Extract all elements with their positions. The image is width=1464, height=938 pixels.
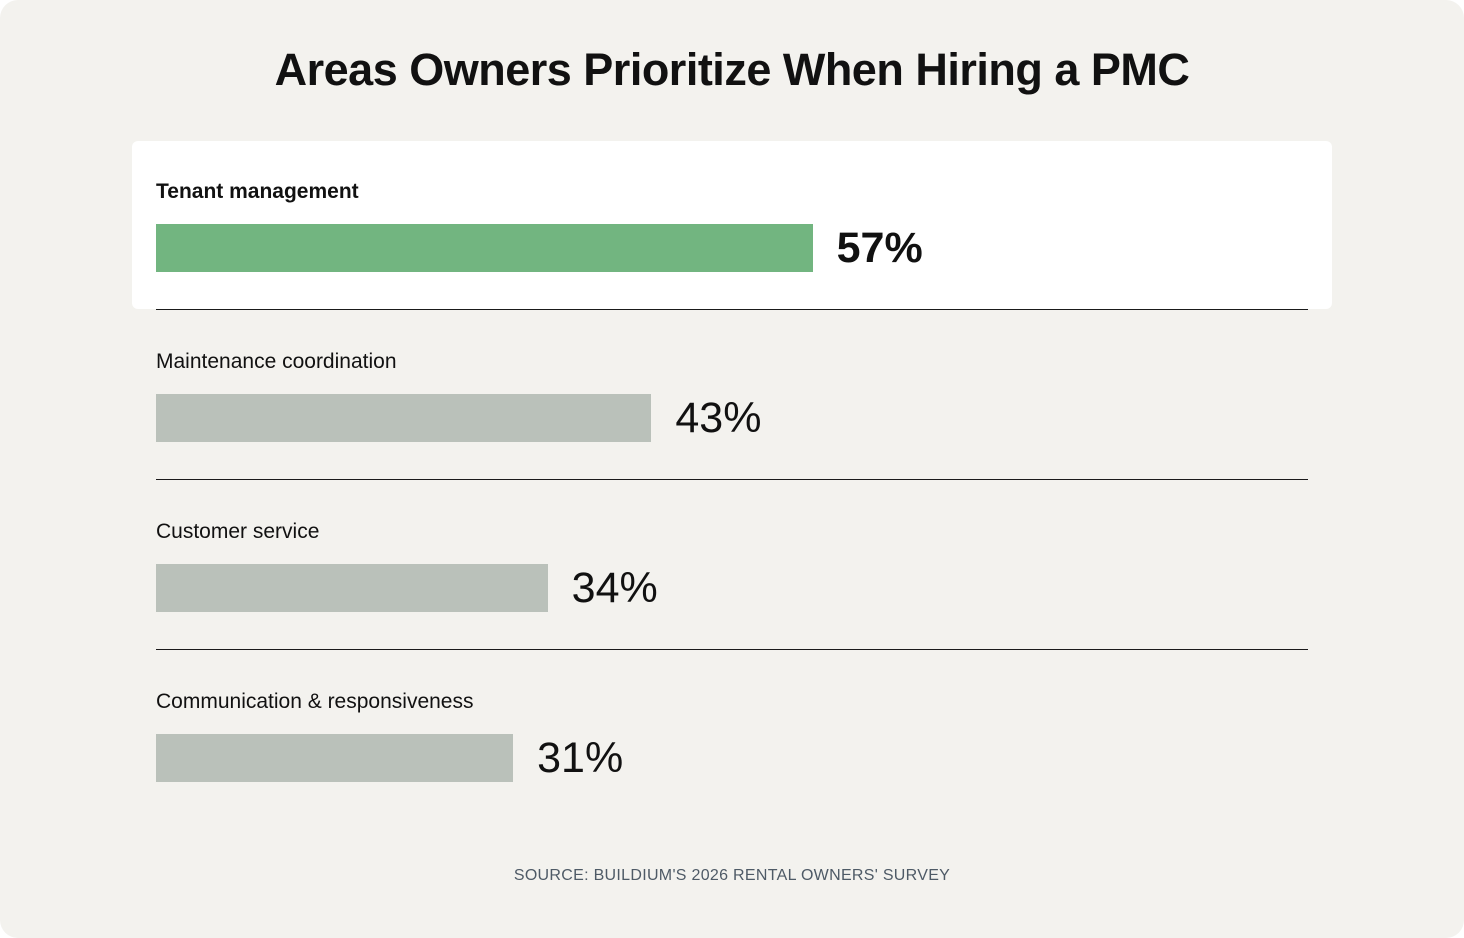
- value-label: 57%: [836, 224, 923, 272]
- value-label: 43%: [675, 394, 762, 442]
- category-label: Communication & responsiveness: [156, 690, 474, 713]
- bar: [156, 394, 652, 442]
- bar-row: Maintenance coordination 43%: [156, 310, 1308, 480]
- category-label: Maintenance coordination: [156, 350, 397, 373]
- row-divider: [156, 648, 1308, 650]
- bar-row: Customer service 34%: [156, 480, 1308, 650]
- bar-row: Communication & responsiveness 31%: [156, 650, 1308, 820]
- bar-row: Tenant management 57%: [156, 140, 1308, 310]
- bar: [156, 734, 514, 782]
- row-divider: [156, 478, 1308, 480]
- bar: [156, 224, 813, 272]
- chart-title: Areas Owners Prioritize When Hiring a PM…: [274, 44, 1190, 95]
- row-divider: [156, 308, 1308, 310]
- value-label: 31%: [537, 734, 624, 782]
- source-note: SOURCE: BUILDIUM'S 2026 RENTAL OWNERS' S…: [513, 867, 951, 884]
- category-label: Customer service: [156, 520, 320, 543]
- category-label: Tenant management: [156, 180, 359, 203]
- bar: [156, 564, 548, 612]
- value-label: 34%: [571, 564, 658, 612]
